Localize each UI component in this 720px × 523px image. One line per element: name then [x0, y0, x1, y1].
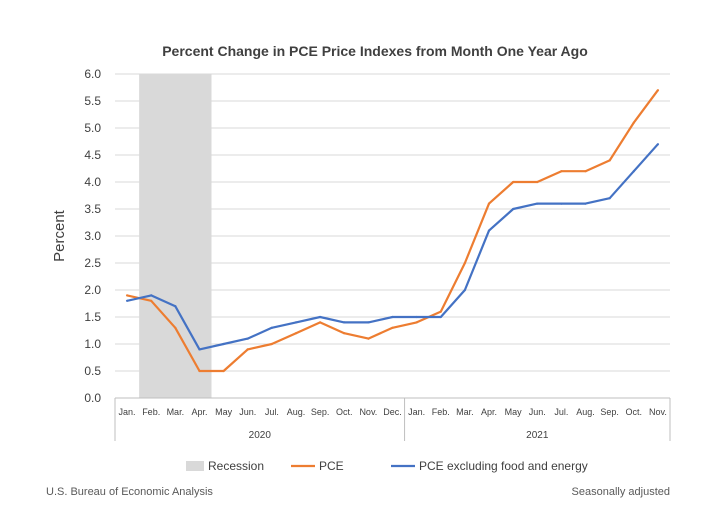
x-tick-label: Oct. [626, 407, 643, 417]
data-point [222, 369, 225, 373]
x-tick-label: Apr. [481, 407, 497, 417]
data-point [174, 305, 177, 308]
data-point [270, 326, 273, 329]
data-point [415, 321, 418, 324]
y-tick-label: 5.5 [84, 94, 101, 108]
data-point [439, 310, 442, 313]
y-tick-label: 2.5 [84, 256, 101, 270]
y-tick-labels: 0.0 0.5 1.0 1.5 2.0 2.5 3.0 3.5 4.0 4.5 5.0 5.5 6.0 [84, 67, 101, 405]
x-tick-label: Jun. [239, 407, 256, 417]
data-point [560, 202, 563, 205]
data-point [512, 207, 515, 211]
data-point [584, 170, 587, 173]
data-point [463, 261, 466, 265]
year-label: 2021 [526, 430, 549, 441]
data-point [125, 299, 129, 302]
data-point [319, 315, 322, 319]
x-tick-label: Sep. [600, 407, 619, 417]
data-point [391, 315, 394, 319]
data-point [343, 321, 346, 324]
x-tick-label: Jul. [554, 407, 568, 417]
x-tick-label: Sep. [311, 407, 330, 417]
data-point [463, 288, 466, 292]
data-point [198, 369, 201, 373]
x-tick-label: Jan. [408, 407, 425, 417]
y-tick-label: 5.0 [84, 121, 101, 135]
data-point [415, 315, 418, 319]
x-tick-label: Dec. [383, 407, 402, 417]
data-point [439, 315, 442, 319]
legend-label: PCE [319, 459, 344, 473]
x-tick-label: Apr. [191, 407, 207, 417]
data-point [174, 326, 177, 329]
data-point [632, 170, 635, 173]
data-point [198, 348, 201, 351]
y-axis-title: Percent [51, 209, 68, 262]
legend-label: PCE excluding food and energy [419, 459, 588, 473]
data-point [367, 321, 370, 324]
x-tick-label: Jul. [265, 407, 279, 417]
x-tick-label: Mar. [167, 407, 185, 417]
data-point [150, 299, 153, 302]
data-point [656, 89, 660, 92]
y-tick-label: 3.5 [84, 202, 101, 216]
x-tick-label: Mar. [456, 407, 474, 417]
data-point [294, 332, 298, 335]
x-axis: Jan. Feb. Mar. Apr. May Jun. Jul. Aug. Sep. Oct. N… [114, 397, 671, 441]
data-point [656, 143, 660, 146]
x-tick-label: Jan. [119, 407, 136, 417]
y-tick-label: 1.5 [84, 310, 101, 324]
data-point [391, 326, 394, 329]
adjustment-note: Seasonally adjusted [571, 486, 670, 498]
y-tick-label: 6.0 [84, 67, 101, 81]
data-point [487, 202, 491, 205]
chart-title: Percent Change in PCE Price Indexes from… [162, 43, 588, 59]
y-tick-label: 0.0 [84, 391, 101, 405]
source-note: U.S. Bureau of Economic Analysis [46, 486, 213, 498]
year-label: 2020 [249, 430, 272, 441]
x-tick-label: Aug. [576, 407, 595, 417]
y-tick-label: 0.5 [84, 364, 101, 378]
x-tick-label: May [215, 407, 233, 417]
data-point [584, 202, 587, 205]
legend-swatch-recession [186, 461, 204, 471]
data-point [608, 159, 611, 162]
x-tick-label: Oct. [336, 407, 353, 417]
data-point [319, 321, 322, 324]
data-point [246, 348, 249, 351]
x-tick-label: Feb. [142, 407, 160, 417]
y-tick-label: 2.0 [84, 283, 101, 297]
data-point [608, 197, 611, 200]
x-tick-label: Nov. [359, 407, 377, 417]
x-tick-label: Nov. [649, 407, 667, 417]
data-point [512, 180, 515, 184]
series-lines [125, 89, 660, 373]
data-point [560, 170, 563, 173]
data-point [294, 321, 298, 324]
data-point [222, 342, 225, 346]
data-point [536, 180, 539, 184]
x-tick-label: Aug. [287, 407, 306, 417]
x-tick-label: Feb. [432, 407, 450, 417]
y-tick-label: 3.0 [84, 229, 101, 243]
y-tick-label: 4.5 [84, 148, 101, 162]
x-tick-label: May [505, 407, 523, 417]
legend-label: Recession [208, 459, 264, 473]
data-point [536, 202, 539, 205]
data-point [246, 337, 249, 340]
data-point [343, 332, 346, 335]
data-point [632, 121, 635, 124]
data-point [150, 294, 153, 297]
data-point [270, 342, 273, 346]
data-point [487, 229, 491, 232]
data-point [125, 294, 129, 297]
legend: Recession PCE PCE excluding food and energ… [186, 459, 588, 473]
y-tick-label: 4.0 [84, 175, 101, 189]
x-tick-label: Jun. [529, 407, 546, 417]
data-point [367, 337, 370, 340]
y-tick-label: 1.0 [84, 337, 101, 351]
